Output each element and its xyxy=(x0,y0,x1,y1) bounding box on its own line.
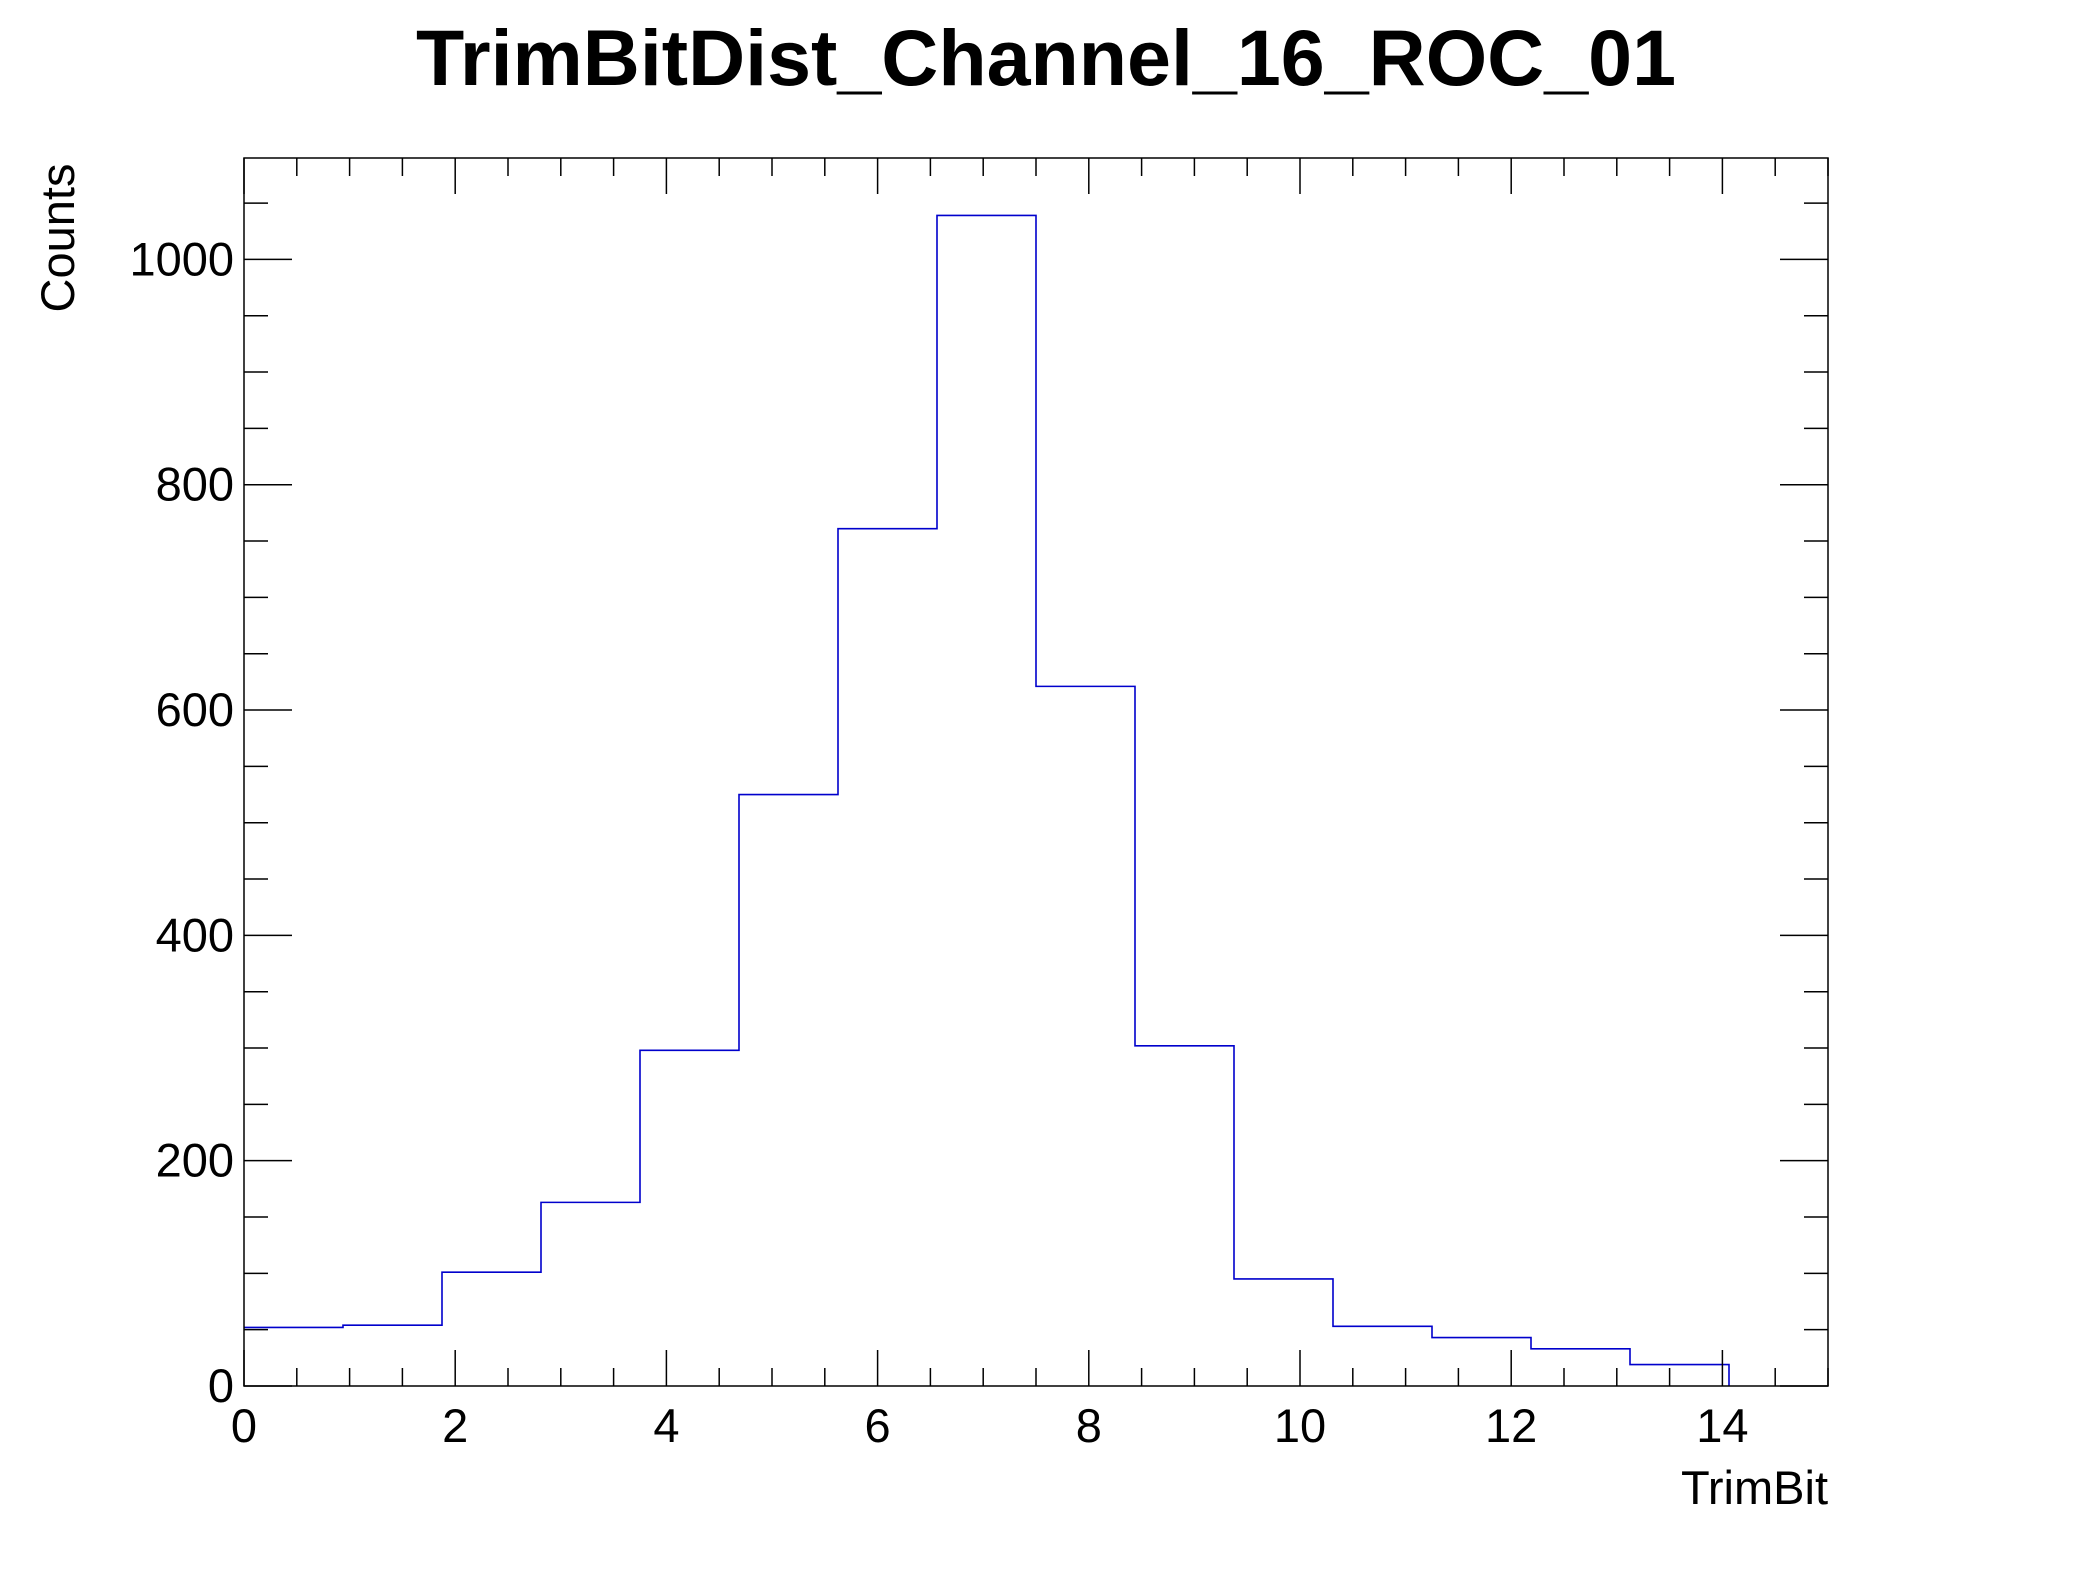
histogram-outline xyxy=(244,214,1730,1386)
x-tick-label: 8 xyxy=(1076,1399,1102,1452)
y-tick-label: 0 xyxy=(208,1359,234,1412)
x-tick-label: 6 xyxy=(865,1399,891,1452)
x-tick-label: 4 xyxy=(653,1399,679,1452)
histogram-bin xyxy=(1531,1349,1630,1386)
y-tick-label: 200 xyxy=(156,1134,234,1187)
x-tick-label: 2 xyxy=(442,1399,468,1452)
histogram-bin xyxy=(244,1327,343,1386)
x-tick-label: 14 xyxy=(1696,1399,1748,1452)
y-tick-label: 600 xyxy=(156,683,234,736)
histogram-bin xyxy=(541,1202,640,1386)
histogram-bins xyxy=(244,214,1730,1386)
histogram-bin xyxy=(1234,1279,1333,1386)
chart-title: TrimBitDist_Channel_16_ROC_01 xyxy=(416,13,1676,102)
x-axis-label: TrimBit xyxy=(1681,1461,1828,1514)
y-axis-label: Counts xyxy=(31,164,84,313)
histogram-bin xyxy=(937,215,1036,1386)
x-tick-label: 10 xyxy=(1274,1399,1326,1452)
x-tick-label: 0 xyxy=(231,1399,257,1452)
histogram-bin xyxy=(343,1325,442,1386)
histogram-bin xyxy=(1333,1326,1432,1386)
y-tick-label: 400 xyxy=(156,908,234,961)
histogram-bin xyxy=(739,795,838,1386)
histogram-bin xyxy=(1432,1338,1531,1386)
histogram-bin xyxy=(1036,686,1135,1386)
y-tick-label: 800 xyxy=(156,458,234,511)
histogram-bin xyxy=(442,1272,541,1386)
y-tick-label: 1000 xyxy=(129,232,234,285)
x-tick-label: 12 xyxy=(1485,1399,1537,1452)
histogram-bin xyxy=(640,1050,739,1386)
histogram-bin xyxy=(1630,1365,1729,1386)
histogram-bin xyxy=(1135,1046,1234,1386)
histogram-bin xyxy=(838,529,937,1386)
axes: 0 2 4 6 8 10 12 14 0 200 400 600 800 1000 xyxy=(129,157,1829,1452)
